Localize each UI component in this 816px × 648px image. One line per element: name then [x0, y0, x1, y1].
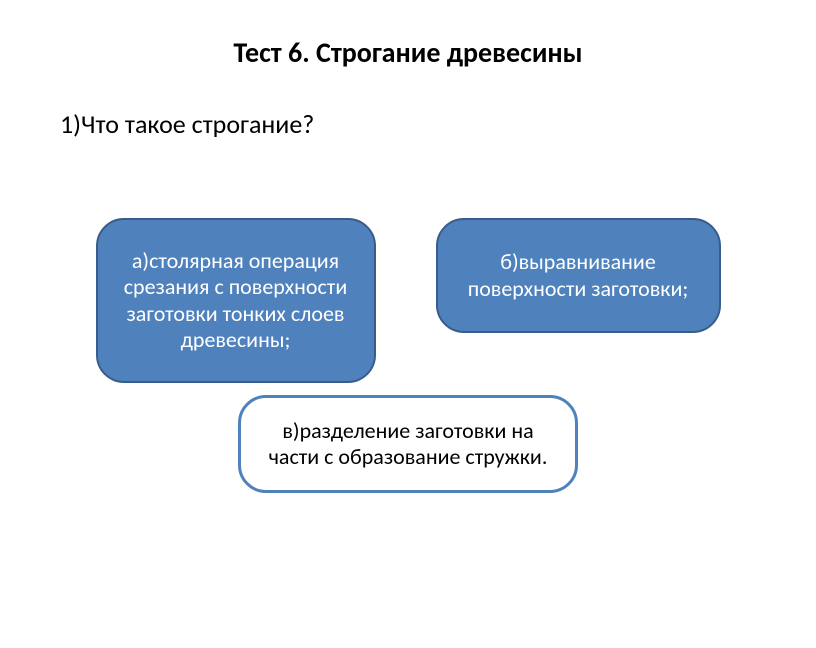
page-title: Тест 6. Строгание древесины [0, 35, 816, 70]
option-b[interactable]: б)выравнивание поверхности заготовки; [436, 218, 721, 333]
option-c-label: в)разделение заготовки на части с образо… [259, 418, 557, 471]
option-b-label: б)выравнивание поверхности заготовки; [456, 249, 701, 302]
options-row-bottom: в)разделение заготовки на части с образо… [0, 395, 816, 493]
question-text: 1)Что такое строгание? [60, 108, 816, 140]
option-a-label: а)столярная операция срезания с поверхно… [116, 248, 356, 354]
option-c[interactable]: в)разделение заготовки на части с образо… [238, 395, 578, 493]
options-row-top: а)столярная операция срезания с поверхно… [0, 218, 816, 383]
option-a[interactable]: а)столярная операция срезания с поверхно… [96, 218, 376, 383]
